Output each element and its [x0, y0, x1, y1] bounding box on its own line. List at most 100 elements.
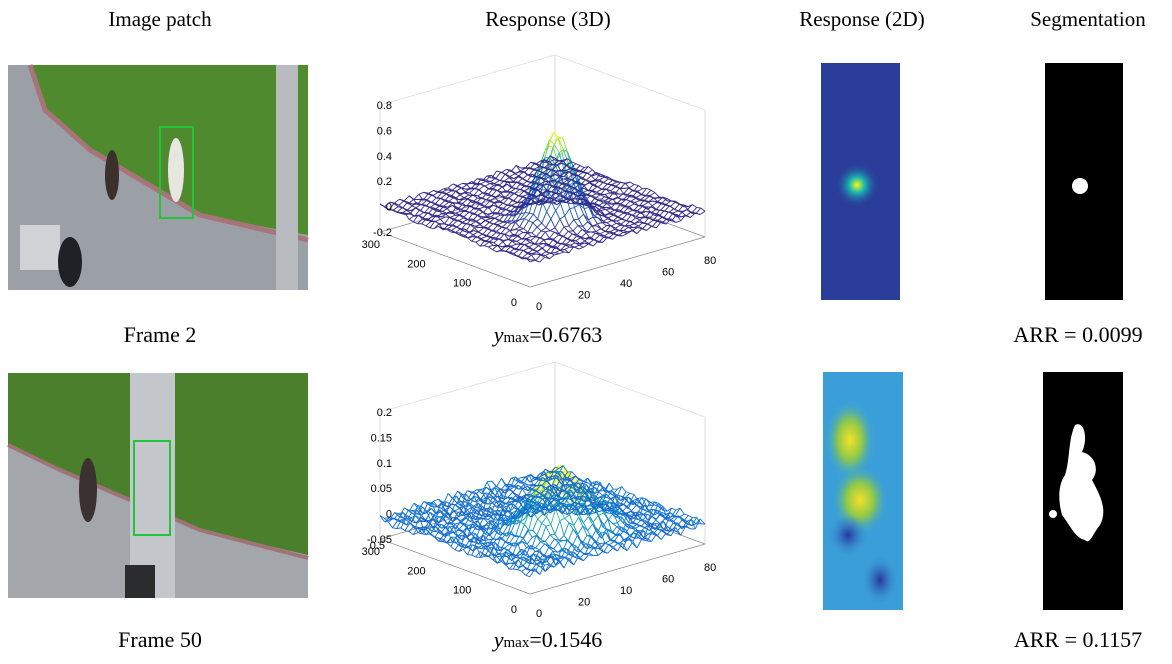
symbol: y [492, 627, 504, 652]
mesh-line [559, 252, 564, 254]
mesh-line [429, 190, 434, 193]
mesh-line [506, 504, 510, 505]
x-tick-label: 60 [662, 267, 674, 279]
mesh-line [506, 206, 511, 210]
mesh-line [495, 215, 500, 218]
mesh-line [524, 213, 529, 219]
mesh-line [611, 187, 616, 191]
mesh-line [524, 219, 528, 221]
mesh-line [606, 225, 611, 231]
mesh-line [419, 192, 424, 194]
mesh-line [645, 196, 650, 200]
mesh-line [555, 521, 560, 535]
mesh-line [554, 542, 559, 549]
mesh-line [520, 227, 524, 229]
mesh-line [524, 248, 529, 250]
mesh-line [524, 229, 528, 233]
mesh-line [578, 526, 583, 534]
mesh-line [598, 183, 603, 188]
mesh-line [513, 196, 518, 201]
wall-edge [380, 362, 555, 412]
mesh-line [612, 527, 617, 533]
mesh-line [647, 188, 651, 190]
surface-plot: 0.80.60.40.20-0.23002001000020406080 [362, 55, 717, 313]
mesh-line [693, 205, 697, 208]
z-tick-label: 0.6 [377, 125, 392, 137]
mesh-line [672, 530, 676, 531]
mesh-line [555, 219, 560, 228]
column-header: Response (2D) [799, 7, 924, 31]
mesh-line [520, 522, 524, 524]
mesh-line [570, 209, 574, 220]
mesh-line [515, 227, 520, 229]
mesh-line [500, 174, 505, 180]
mesh-line [512, 203, 517, 205]
mesh-line [519, 230, 523, 232]
mesh-line [463, 183, 468, 184]
mesh-line [470, 228, 475, 233]
mesh-line [489, 557, 493, 560]
mesh-line [629, 184, 634, 187]
mesh-line [567, 203, 571, 204]
mesh-line [514, 250, 519, 254]
mesh-line [570, 243, 575, 245]
mesh-line [631, 198, 636, 201]
mesh-line [551, 525, 555, 535]
mesh-line [627, 221, 631, 222]
mesh-line [554, 181, 558, 182]
mesh-line [546, 526, 550, 535]
mesh-line [533, 223, 537, 227]
mesh-line [621, 221, 626, 225]
mesh-line [502, 223, 507, 228]
mesh-line [521, 239, 526, 243]
mesh-line [542, 507, 546, 508]
mesh-line [588, 524, 593, 530]
mesh-line [513, 523, 517, 524]
mesh-line [648, 224, 652, 227]
mesh-line [493, 250, 497, 252]
mesh-line [550, 231, 554, 232]
mesh-line [533, 519, 538, 530]
mesh-line [467, 224, 471, 225]
mesh-line [585, 183, 590, 185]
mesh-line [516, 189, 520, 190]
mesh-line [533, 246, 538, 250]
z-tick-label: -0.2 [373, 227, 392, 239]
mesh-line [636, 195, 641, 198]
mesh-line [443, 190, 448, 192]
mesh-line [418, 204, 422, 205]
mesh-line [401, 528, 405, 531]
mesh-line [648, 220, 653, 224]
mesh-line [643, 188, 647, 189]
mesh-line [443, 209, 448, 212]
mesh-line [604, 179, 609, 183]
mesh-line [558, 236, 563, 243]
z-tick-label: 0.8 [377, 100, 392, 112]
y-tick-label: 100 [453, 278, 471, 290]
mesh-line [544, 547, 549, 556]
mesh-line [661, 210, 665, 211]
mesh-line [611, 223, 616, 226]
mesh-line [588, 173, 592, 175]
mesh-line [426, 222, 431, 226]
mesh-line [577, 229, 582, 235]
mesh-line [551, 219, 555, 228]
mesh-line [659, 211, 664, 216]
mesh-line [667, 535, 671, 536]
mesh-line [532, 227, 537, 233]
mesh-line [637, 539, 642, 548]
mesh-line [598, 203, 603, 206]
mesh-line [475, 225, 480, 227]
mesh-line [550, 535, 554, 539]
mesh-line [505, 230, 510, 234]
mesh-line [502, 169, 507, 172]
mesh-line [422, 201, 427, 205]
mesh-line [684, 514, 688, 515]
mesh-line [569, 226, 573, 231]
mesh-line [630, 182, 634, 184]
mesh-line [545, 232, 549, 238]
mesh-line [537, 223, 542, 227]
mesh-line [526, 162, 531, 167]
mesh-line [543, 248, 547, 252]
mesh-line [574, 220, 578, 226]
